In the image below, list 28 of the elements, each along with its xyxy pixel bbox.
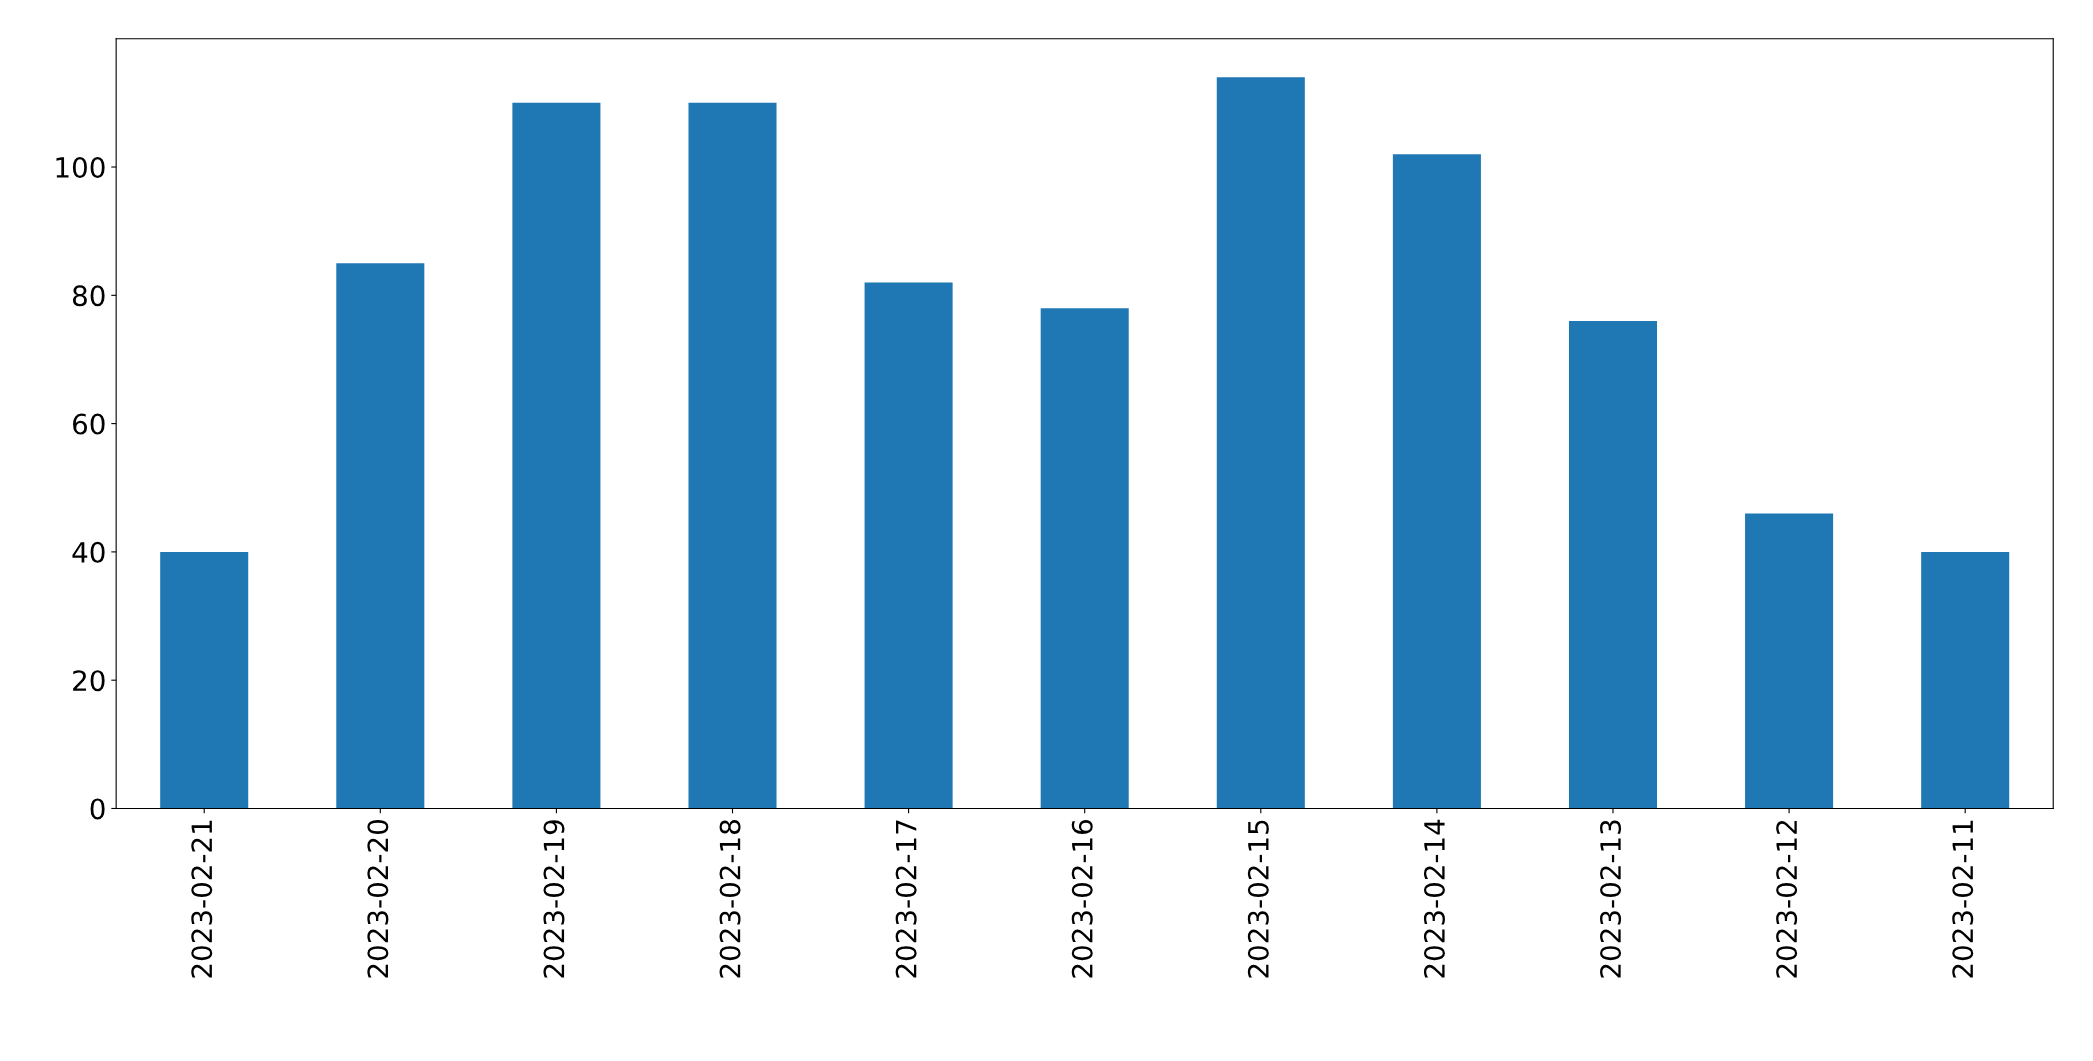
x-tick-label: 2023-02-14 [1423, 819, 1445, 978]
x-tick-label: 2023-02-15 [1247, 820, 1269, 978]
y-tick-label: 20 [73, 670, 105, 692]
y-tick-label: 0 [90, 798, 105, 820]
x-tick-label: 2023-02-12 [1776, 820, 1798, 978]
x-tick-label: 2023-02-20 [367, 820, 389, 978]
x-tick-label: 2023-02-18 [719, 820, 741, 978]
y-tick-label: 100 [56, 156, 105, 178]
bar [1392, 154, 1481, 809]
bar [512, 102, 601, 809]
y-tick-label: 40 [72, 541, 105, 563]
bar [688, 102, 777, 809]
bar [864, 282, 953, 809]
x-tick-label: 2023-02-21 [191, 820, 213, 978]
x-tick-label: 2023-02-11 [1952, 820, 1974, 978]
bar [1921, 551, 2010, 809]
x-tick-label: 2023-02-17 [895, 820, 917, 978]
bar [1745, 513, 1834, 809]
y-tick-label: 60 [73, 413, 105, 435]
x-tick-label: 2023-02-19 [543, 820, 565, 978]
bar [336, 263, 425, 809]
bar [1040, 308, 1129, 809]
bar [1568, 320, 1658, 809]
x-tick-label: 2023-02-13 [1600, 820, 1622, 978]
bar [1216, 77, 1305, 809]
y-tick-label: 80 [72, 285, 105, 307]
x-tick-label: 2023-02-16 [1071, 819, 1093, 978]
bar [160, 551, 249, 809]
